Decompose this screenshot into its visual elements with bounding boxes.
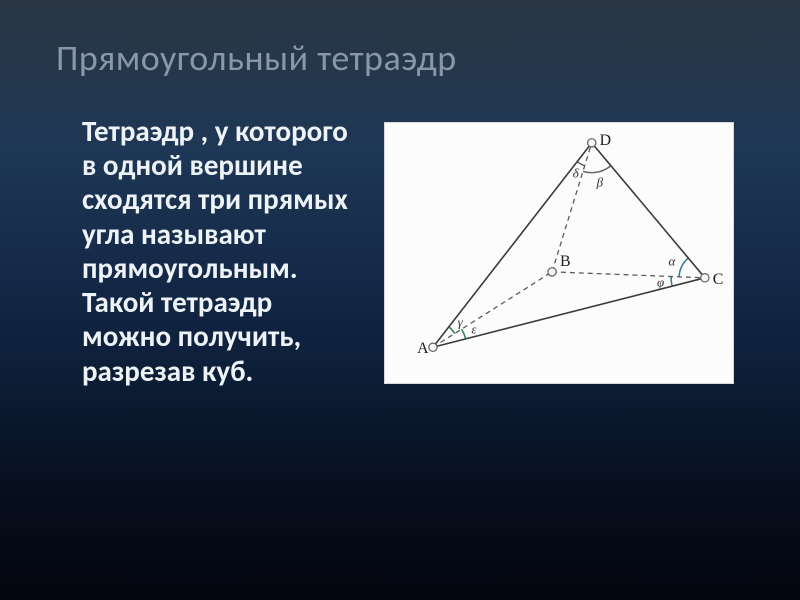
slide-title: Прямоугольный тетраэдр [56,36,752,80]
angle-label-φ: φ [657,275,664,289]
vertex-D [588,139,596,147]
edge-CD [592,143,705,278]
edge-BC [552,272,705,278]
edge-AB [433,272,552,347]
angle-arc-α [679,258,688,277]
angle-label-β: β [596,176,604,190]
vertex-label-D: D [600,132,611,149]
edge-BD [552,143,592,272]
angle-arc-φ [671,276,672,286]
slide: Прямоугольный тетраэдр Тетраэдр , у кото… [0,0,800,600]
slide-content: Тетраэдр , у которого в одной вершине сх… [56,114,752,388]
vertex-A [429,343,437,351]
vertex-label-A: A [417,340,429,357]
edge-AD [433,143,592,347]
angle-label-ε: ε [471,323,477,337]
angle-arc-δ [577,162,585,166]
edge-AC [433,278,705,347]
angle-label-γ: γ [458,316,464,330]
vertex-label-B: B [560,253,571,270]
angle-label-δ: δ [573,167,580,181]
slide-body-text: Тетраэдр , у которого в одной вершине сх… [56,114,356,388]
vertex-C [701,274,709,282]
angle-arc-γ [449,327,455,334]
tetrahedron-diagram: γε αφ δ β A B C D [384,122,734,384]
angle-arc-ε [461,329,465,339]
vertex-B [548,268,556,276]
vertex-label-C: C [713,271,724,288]
tetrahedron-svg: γε αφ δ β A B C D [385,123,733,383]
angle-arc-β [583,166,611,173]
angle-label-α: α [669,255,676,269]
